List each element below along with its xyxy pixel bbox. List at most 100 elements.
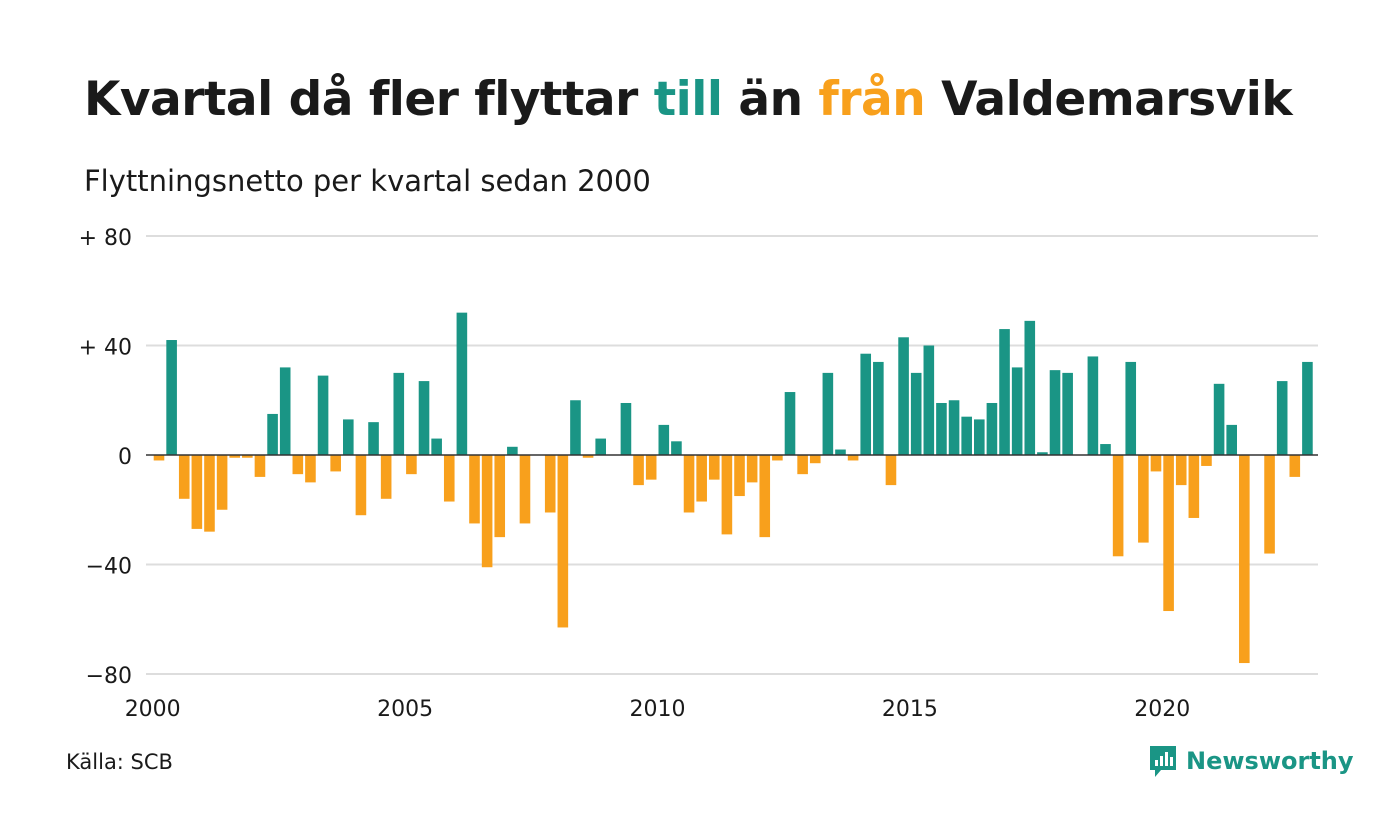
bar [746,455,758,483]
bar [229,455,241,458]
bar [1138,455,1149,543]
bar [633,455,644,486]
bar [759,455,771,538]
bars [153,312,1313,664]
bar [1087,356,1099,455]
bar [582,455,594,458]
bar [835,449,846,455]
bar [1163,455,1174,612]
bar [507,446,518,455]
bar [1276,381,1288,455]
bar [797,455,808,475]
bar [1302,361,1313,455]
bar [708,455,720,480]
bar [216,455,228,510]
bar [166,340,177,455]
bar [809,455,821,464]
bar [1011,367,1023,455]
bar [292,455,304,475]
bar [595,438,606,455]
bar [734,455,745,497]
bar [204,455,215,532]
bar [721,455,733,535]
x-tick-label: 2000 [125,697,181,722]
bar [1289,455,1301,477]
bar [1150,455,1162,472]
bar [317,375,329,455]
y-tick-label: −80 [86,664,132,689]
newsworthy-brand[interactable]: Newsworthy [1148,744,1354,778]
brand-name: Newsworthy [1186,747,1354,775]
bar [469,455,480,524]
bar [443,455,455,502]
title-fran: från [818,72,926,127]
bar [1175,455,1187,486]
y-tick-label: + 80 [79,226,132,251]
bar [910,372,922,456]
bar [974,419,985,455]
title-part-1: Kvartal då fler flyttar [84,72,654,127]
title-till: till [653,72,723,127]
bar [1100,444,1111,455]
bar [494,455,506,538]
bar [343,419,354,455]
bar [544,455,556,513]
bar [923,345,935,455]
title-part-3: Valdemarsvik [925,72,1293,127]
bar [406,455,417,475]
bar [1239,455,1250,664]
bar [645,455,657,480]
bar [570,400,581,455]
bar [658,424,670,455]
bar [456,312,468,455]
bar [330,455,341,472]
bar [671,441,682,455]
bar [178,455,190,499]
bar [1125,361,1137,455]
bar [431,438,442,455]
grid-lines [146,235,1318,675]
bar [620,402,632,455]
bar [860,353,872,455]
bar [1062,372,1073,456]
bar [519,455,531,524]
bar [191,455,203,529]
chart-subtitle: Flyttningsnetto per kvartal sedan 2000 [84,164,651,198]
bar [936,402,947,455]
bar [242,455,253,458]
bar [153,455,165,461]
bar [1112,455,1124,557]
title-part-2: än [722,72,819,127]
bar [254,455,266,477]
bar [1049,370,1061,455]
chart-title: Kvartal då fler flyttar till än från Val… [84,72,1293,127]
bar [279,367,291,455]
bar [885,455,897,486]
bar [1037,452,1048,455]
bar [1201,455,1212,466]
bar [305,455,316,483]
bar [948,400,960,455]
bar [683,455,695,513]
bar [1226,424,1237,455]
bar [355,455,367,516]
x-tick-label: 2015 [882,697,938,722]
bar [1264,455,1275,554]
bar [873,361,884,455]
x-tick-label: 2005 [377,697,433,722]
y-tick-label: −40 [86,555,132,580]
bar [557,455,569,628]
bar [380,455,392,499]
axis-labels: + 80 + 40 0 −40 −80 2000 2005 2010 2015 2020 [79,226,1191,722]
bar [847,455,859,461]
bar [696,455,707,502]
y-tick-label: + 40 [79,336,132,361]
source-label: Källa: SCB [66,750,173,774]
bar [961,416,972,455]
x-tick-label: 2010 [630,697,686,722]
bar [1213,383,1225,455]
bar [481,455,493,568]
bar [1188,455,1200,518]
bar [267,413,278,455]
